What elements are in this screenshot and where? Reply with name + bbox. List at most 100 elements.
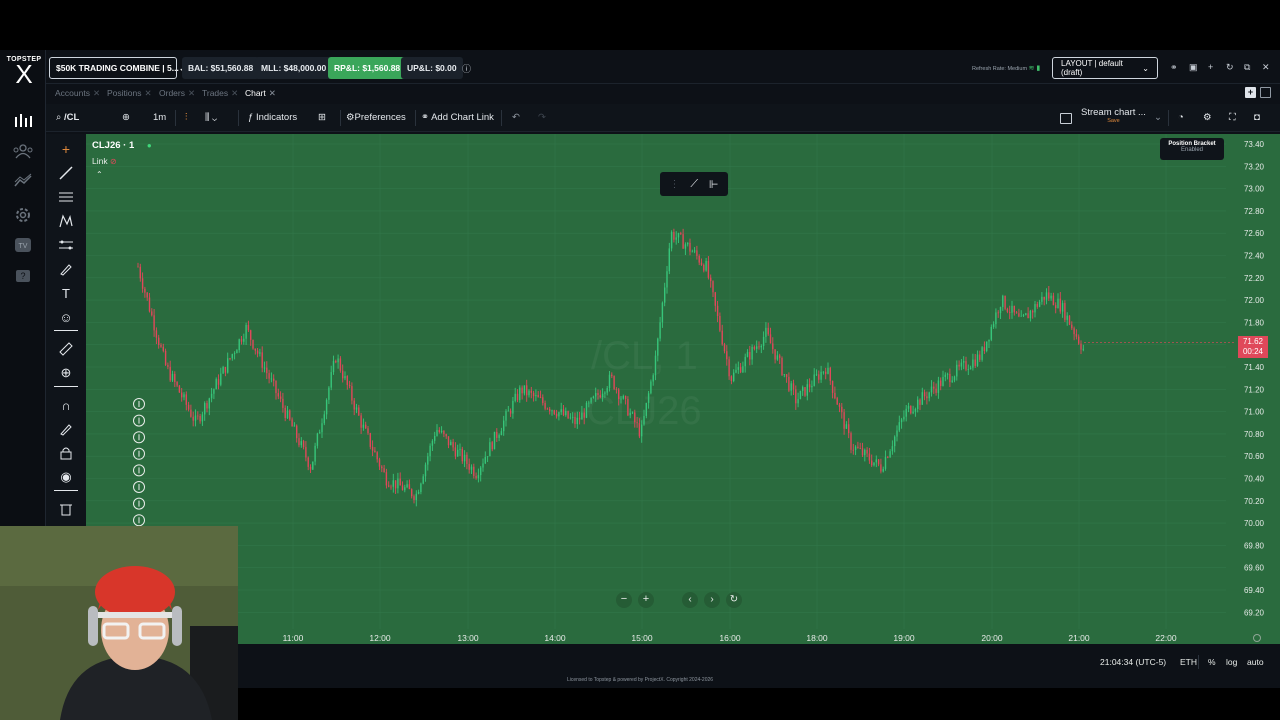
candle-body	[682, 234, 684, 249]
position-bracket-badge[interactable]: Position Bracket Enabled	[1160, 138, 1224, 160]
community-icon[interactable]	[11, 140, 35, 162]
preferences-button[interactable]: ⚙Preferences	[346, 112, 406, 123]
clock[interactable]: 21:04:34 (UTC-5)	[1100, 657, 1166, 667]
indicators-button[interactable]: ƒ Indicators	[248, 112, 297, 123]
trendline-icon[interactable]	[56, 164, 76, 182]
ruler-icon[interactable]	[56, 340, 76, 358]
zoom-icon[interactable]: ⊕	[60, 365, 72, 380]
pencil-lock-icon[interactable]	[56, 420, 76, 438]
tab-accounts[interactable]: Accounts ✕	[55, 88, 100, 99]
collapse-icon[interactable]: ⌃	[96, 170, 103, 179]
price-chart[interactable]: 73.40 73.20 73.00 72.80 72.60 72.40 72.20 72.00…	[86, 134, 1280, 644]
line-tool-icon[interactable]: ⟋	[690, 177, 699, 190]
candle-body	[305, 447, 307, 458]
trading-icon[interactable]	[11, 110, 35, 132]
candle-body	[270, 378, 273, 380]
unrealized-pnl-badge: UP&L: $0.00	[401, 57, 463, 79]
analytics-icon[interactable]	[11, 170, 35, 192]
link-icon[interactable]: ⚭	[1170, 62, 1178, 72]
percent-toggle[interactable]: %	[1208, 657, 1216, 667]
horizontal-lines-icon[interactable]	[56, 188, 76, 206]
add-chart-link-label: Add Chart Link	[431, 112, 494, 123]
stream-checkbox[interactable]	[1060, 113, 1072, 124]
price-tick-label: 71.40	[1244, 363, 1265, 372]
undo-icon[interactable]: ↶	[512, 112, 520, 123]
add-tab-icon[interactable]: +	[1245, 87, 1256, 98]
maximize-icon[interactable]	[1260, 87, 1271, 98]
scroll-right-button[interactable]: ›	[704, 592, 720, 608]
text-tool-icon[interactable]: T	[62, 285, 70, 301]
candle-body	[942, 376, 944, 386]
candle-body	[760, 345, 762, 348]
settings-icon[interactable]: ⚙	[1203, 112, 1212, 123]
candle-body	[905, 408, 907, 417]
zoom-in-button[interactable]: +	[638, 592, 654, 608]
stream-chart-button[interactable]: Stream chart ... Save	[1081, 107, 1146, 124]
info-icon[interactable]: ⓘ	[462, 64, 472, 74]
tradingview-icon[interactable]: TV	[11, 234, 35, 256]
session-toggle[interactable]: ETH	[1180, 657, 1197, 667]
layout-selector[interactable]: LAYOUT | default (draft) ⌄	[1052, 57, 1158, 79]
templates-icon[interactable]: ⊞	[318, 112, 326, 123]
close-icon[interactable]: ✕	[92, 88, 101, 98]
candle-body	[284, 407, 286, 419]
zoom-out-button[interactable]: −	[616, 592, 632, 608]
account-selector[interactable]: $50K TRADING COMBINE | 5... ⌄	[49, 57, 186, 79]
add-icon[interactable]: +	[1208, 62, 1214, 72]
close-icon[interactable]: ✕	[268, 88, 276, 98]
magnet-icon[interactable]: ∩	[61, 397, 71, 413]
compare-icon[interactable]: ⊕	[122, 112, 130, 123]
candle-body	[953, 376, 956, 381]
close-icon[interactable]: ✕	[1262, 62, 1270, 72]
interval-selector[interactable]: 1m	[153, 112, 166, 123]
emoji-icon[interactable]: ☺	[59, 309, 73, 325]
scroll-left-button[interactable]: ‹	[682, 592, 698, 608]
redo-icon[interactable]: ↷	[538, 112, 546, 123]
candle-body	[438, 429, 440, 433]
candle-body	[716, 305, 719, 316]
help-icon[interactable]: ?	[11, 266, 35, 288]
refresh-rate: Refresh Rate: Medium ≋ ▮	[972, 64, 1040, 72]
refresh-icon[interactable]: ↻	[1226, 62, 1234, 72]
candles-icon[interactable]: ⫼ ⌄	[205, 112, 218, 123]
reset-chart-button[interactable]: ↻	[726, 592, 742, 608]
candle-body	[555, 413, 558, 417]
symbol-search[interactable]: ⌕ /CL	[56, 112, 79, 123]
popout-icon[interactable]: ⧉	[1244, 62, 1251, 72]
tab-orders[interactable]: Orders ✕	[159, 88, 195, 99]
tab-chart[interactable]: Chart ✕	[245, 88, 276, 99]
candle-body	[696, 250, 698, 256]
candle-body	[746, 352, 749, 357]
settings-gear-icon[interactable]	[11, 204, 35, 226]
link-indicator[interactable]: Link ⊘	[92, 156, 117, 166]
close-icon[interactable]: ✕	[187, 88, 196, 98]
time-tick-label: 15:00	[631, 633, 653, 643]
camera-icon[interactable]: ◘	[1254, 112, 1260, 123]
crosshair-icon[interactable]: +	[61, 141, 71, 157]
alert-icon[interactable]: ◔	[1178, 112, 1184, 123]
auto-toggle[interactable]: auto	[1247, 657, 1264, 667]
close-icon[interactable]: ✕	[144, 88, 152, 98]
add-chart-link-button[interactable]: ⚭ Add Chart Link	[421, 112, 494, 123]
log-toggle[interactable]: log	[1226, 657, 1237, 667]
drag-handle-icon[interactable]: ⋮	[669, 178, 680, 190]
chevron-down-icon[interactable]: ⌄	[1154, 112, 1162, 123]
candle-body	[406, 484, 408, 488]
close-icon[interactable]: ✕	[231, 88, 239, 98]
save-icon[interactable]: ▣	[1189, 62, 1198, 72]
tab-trades[interactable]: Trades ✕	[202, 88, 238, 99]
lock-icon[interactable]	[56, 444, 76, 462]
topstep-logo[interactable]: TOPSTEP X	[4, 56, 44, 87]
fullscreen-icon[interactable]: ⛶	[1229, 112, 1236, 123]
fib-icon[interactable]	[56, 236, 76, 254]
stream-chart-label: Stream chart ...	[1081, 107, 1146, 118]
brush-icon[interactable]	[56, 260, 76, 278]
bar-type-icon[interactable]: ⫶	[185, 112, 188, 123]
tab-positions[interactable]: Positions ✕	[107, 88, 152, 99]
pattern-icon[interactable]	[56, 212, 76, 230]
bracket-tool-icon[interactable]: ⊩	[708, 178, 719, 191]
svg-text:?: ?	[20, 271, 25, 281]
chart-canvas[interactable]: 73.40 73.20 73.00 72.80 72.60 72.40 72.20 72.00…	[86, 134, 1280, 644]
trash-icon[interactable]	[56, 500, 76, 518]
eye-icon[interactable]: ◉	[60, 469, 72, 484]
